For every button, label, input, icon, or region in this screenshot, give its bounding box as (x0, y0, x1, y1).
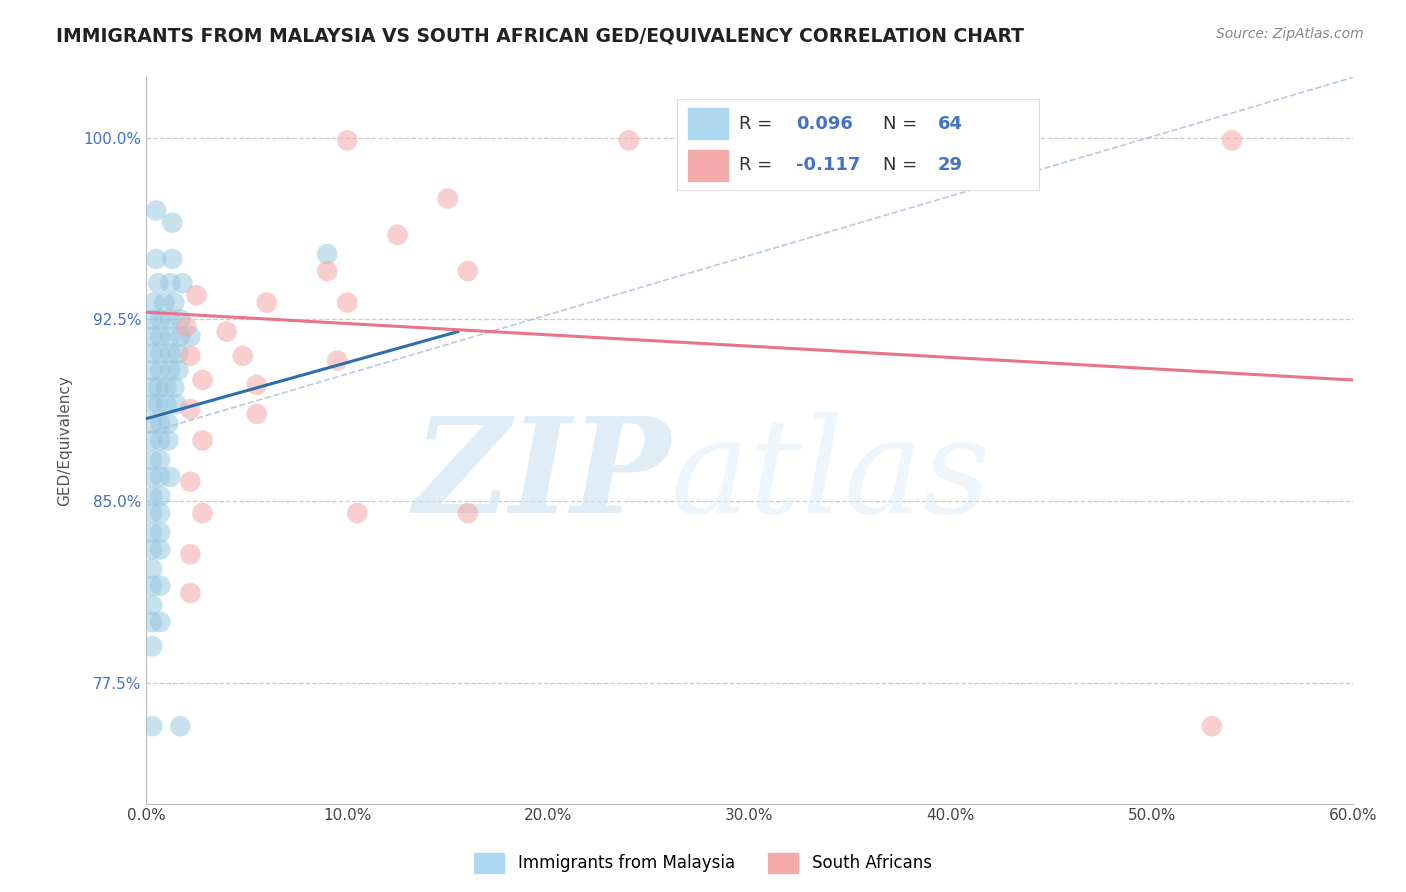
Point (336, 295, 359, 310)
Point (149, 434, 172, 448)
Point (617, 133, 640, 147)
Point (149, 453, 172, 467)
Point (148, 380, 170, 394)
Text: atlas: atlas (671, 412, 991, 541)
Point (316, 247, 339, 261)
Point (167, 346, 190, 360)
Point (346, 506, 368, 520)
Point (1220, 133, 1243, 147)
Point (145, 252, 167, 266)
Point (149, 417, 172, 431)
Point (141, 562, 163, 576)
Point (159, 470, 181, 484)
Point (387, 227, 409, 242)
Point (141, 615, 163, 629)
Point (141, 380, 163, 394)
Point (191, 434, 214, 448)
Point (162, 216, 184, 230)
Point (167, 363, 190, 377)
Point (149, 525, 172, 540)
Point (436, 191, 458, 205)
Point (179, 329, 201, 343)
Point (141, 363, 163, 377)
Point (316, 264, 339, 278)
Point (326, 353, 349, 368)
Y-axis label: GED/Equivalency: GED/Equivalency (58, 376, 72, 506)
Point (149, 615, 172, 629)
Point (145, 203, 167, 218)
Point (191, 506, 214, 520)
Point (149, 579, 172, 593)
Point (179, 349, 201, 363)
Point (141, 346, 163, 360)
Point (457, 506, 479, 520)
Point (141, 579, 163, 593)
Point (457, 264, 479, 278)
Point (141, 397, 163, 411)
Point (155, 380, 177, 394)
Point (155, 397, 177, 411)
Point (179, 402, 201, 417)
Point (1201, 719, 1223, 733)
Point (141, 470, 163, 484)
Point (169, 312, 191, 326)
Point (149, 346, 172, 360)
Point (141, 417, 163, 431)
Point (336, 133, 359, 147)
Point (159, 312, 181, 326)
Point (141, 719, 163, 733)
Point (141, 525, 163, 540)
Point (157, 417, 180, 431)
Point (141, 542, 163, 557)
Point (149, 312, 172, 326)
Point (149, 470, 172, 484)
Point (246, 407, 269, 421)
Point (159, 346, 181, 360)
Point (232, 349, 254, 363)
Point (169, 719, 191, 733)
Point (148, 276, 170, 290)
Point (179, 586, 201, 600)
Point (246, 377, 269, 392)
Point (141, 506, 163, 520)
Point (157, 434, 180, 448)
Point (159, 329, 181, 343)
Point (149, 542, 172, 557)
Text: IMMIGRANTS FROM MALAYSIA VS SOUTH AFRICAN GED/EQUIVALENCY CORRELATION CHART: IMMIGRANTS FROM MALAYSIA VS SOUTH AFRICA… (56, 27, 1024, 45)
Text: Source: ZipAtlas.com: Source: ZipAtlas.com (1216, 27, 1364, 41)
Point (141, 598, 163, 612)
Point (141, 489, 163, 503)
Point (141, 329, 163, 343)
Point (141, 640, 163, 654)
Point (215, 325, 238, 339)
Point (191, 373, 214, 387)
Legend: Immigrants from Malaysia, South Africans: Immigrants from Malaysia, South Africans (468, 847, 938, 880)
Point (172, 276, 194, 290)
Point (148, 397, 170, 411)
Point (179, 547, 201, 561)
Point (141, 312, 163, 326)
Point (163, 380, 186, 394)
Point (678, 133, 700, 147)
Point (149, 489, 172, 503)
Point (179, 475, 201, 489)
Point (159, 363, 181, 377)
Point (176, 319, 198, 334)
Point (141, 434, 163, 448)
Point (143, 295, 166, 310)
Point (163, 295, 186, 310)
Point (165, 397, 187, 411)
Point (149, 506, 172, 520)
Point (149, 363, 172, 377)
Point (169, 329, 191, 343)
Point (141, 453, 163, 467)
Point (186, 288, 208, 302)
Text: ZIP: ZIP (413, 412, 671, 541)
Point (149, 329, 172, 343)
Point (162, 252, 184, 266)
Point (153, 295, 176, 310)
Point (256, 295, 278, 310)
Point (159, 276, 181, 290)
Point (898, 133, 921, 147)
